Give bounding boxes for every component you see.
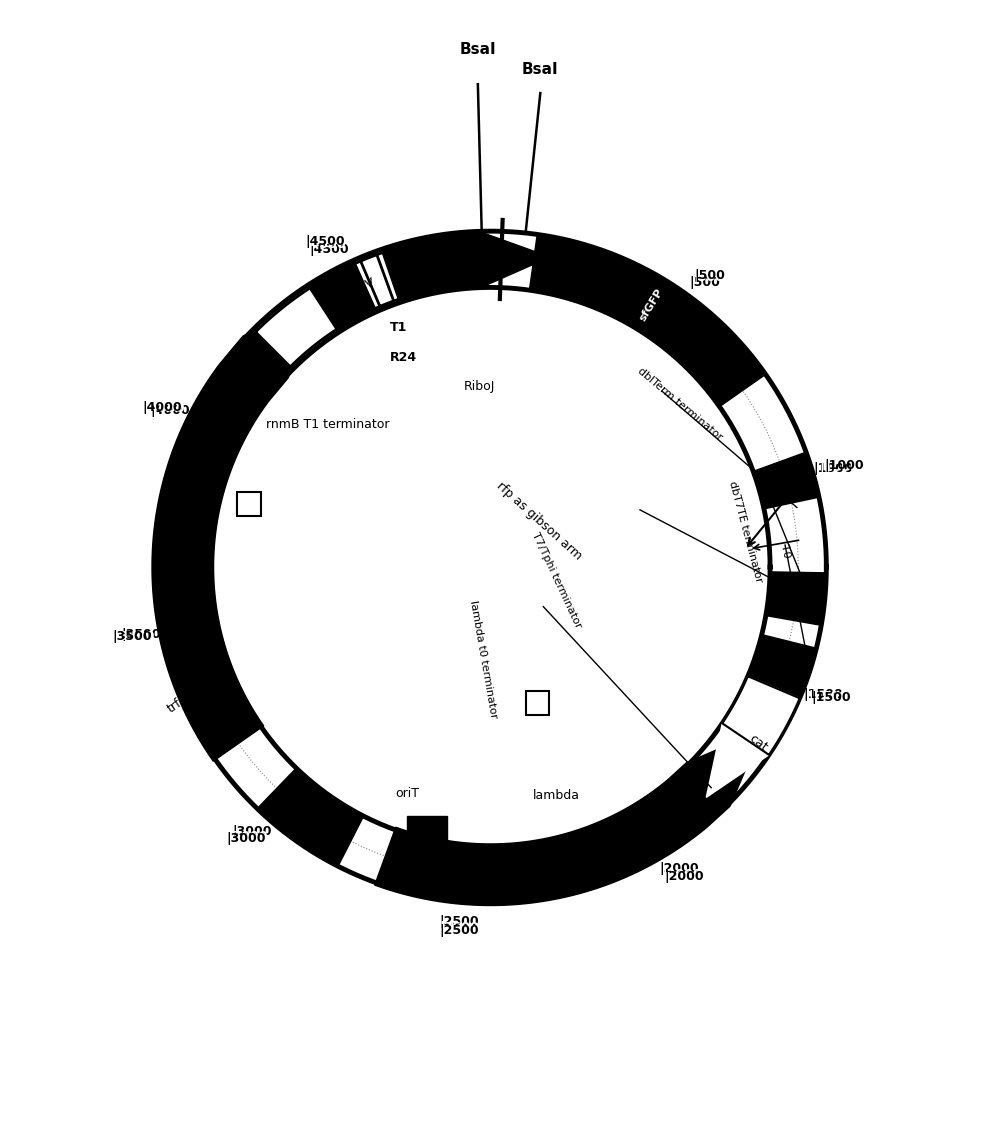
- Text: cat: cat: [747, 731, 770, 754]
- Text: RiboJ: RiboJ: [464, 380, 495, 393]
- Text: |1500: |1500: [803, 688, 843, 701]
- Text: |1000: |1000: [824, 459, 863, 472]
- Text: dbT7TE terminator: dbT7TE terminator: [727, 480, 764, 584]
- Text: |1000: |1000: [813, 463, 852, 475]
- Text: |1000: |1000: [819, 460, 858, 474]
- PathPatch shape: [152, 301, 318, 761]
- Text: sfGFP: sfGFP: [638, 287, 665, 323]
- Text: rfp as gibson arm: rfp as gibson arm: [493, 480, 584, 562]
- Text: |4000: |4000: [143, 400, 182, 414]
- PathPatch shape: [255, 236, 471, 366]
- Text: T1: T1: [389, 321, 407, 335]
- Text: |500: |500: [690, 276, 720, 289]
- Text: |4500: |4500: [306, 238, 346, 251]
- PathPatch shape: [257, 768, 364, 866]
- Text: R24: R24: [389, 352, 417, 364]
- PathPatch shape: [530, 235, 765, 407]
- PathPatch shape: [766, 572, 826, 625]
- Bar: [407, 815, 446, 847]
- Text: |2000: |2000: [664, 870, 703, 883]
- PathPatch shape: [553, 810, 658, 895]
- Text: lambda t0 terminator: lambda t0 terminator: [468, 600, 498, 719]
- Text: T7/Tphi terminator: T7/Tphi terminator: [530, 531, 583, 629]
- Text: |3500: |3500: [122, 628, 161, 642]
- Text: |3000: |3000: [232, 826, 272, 838]
- Text: oriV: oriV: [349, 276, 377, 298]
- Text: oriT: oriT: [395, 787, 419, 801]
- Text: |2500: |2500: [439, 915, 480, 929]
- Text: T0: T0: [779, 543, 792, 559]
- PathPatch shape: [753, 452, 819, 509]
- PathPatch shape: [748, 635, 816, 699]
- PathPatch shape: [382, 231, 550, 303]
- Text: |4000: |4000: [145, 401, 184, 415]
- Text: trfA: trfA: [165, 692, 191, 716]
- Text: |1500: |1500: [809, 691, 849, 703]
- PathPatch shape: [375, 730, 762, 905]
- Text: |4500: |4500: [305, 236, 344, 248]
- Text: |2500: |2500: [439, 921, 479, 934]
- Text: BsaI: BsaI: [459, 42, 495, 57]
- Text: dblTerm terminator: dblTerm terminator: [636, 366, 724, 442]
- PathPatch shape: [308, 260, 377, 332]
- Text: |2500: |2500: [439, 924, 479, 937]
- Text: |4500: |4500: [309, 243, 348, 256]
- Text: |500: |500: [693, 271, 724, 285]
- Text: |3500: |3500: [115, 629, 155, 643]
- Text: |500: |500: [695, 269, 726, 282]
- Bar: [237, 492, 261, 516]
- Text: lambda: lambda: [533, 789, 580, 802]
- PathPatch shape: [361, 255, 393, 306]
- Text: |3000: |3000: [229, 830, 268, 843]
- Text: |2000: |2000: [662, 868, 702, 881]
- Text: |2000: |2000: [659, 863, 699, 875]
- Text: |4000: |4000: [151, 405, 190, 417]
- Text: |3000: |3000: [227, 831, 266, 845]
- Text: rnmB T1 terminator: rnmB T1 terminator: [266, 418, 389, 431]
- Text: |1500: |1500: [811, 692, 851, 704]
- Bar: [526, 691, 549, 714]
- Text: |3500: |3500: [113, 631, 152, 643]
- PathPatch shape: [706, 676, 800, 797]
- Text: BsaI: BsaI: [522, 62, 558, 77]
